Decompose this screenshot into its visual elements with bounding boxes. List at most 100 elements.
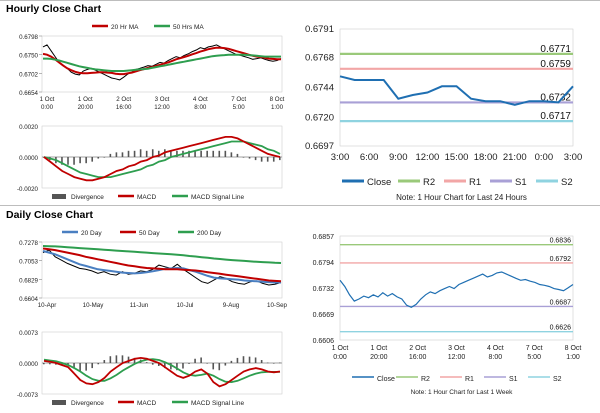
daily-close-xtick-label-3-b: 12:00 xyxy=(448,354,466,361)
hourly-ma-legend-1-label: 50 Hrs MA xyxy=(173,24,204,31)
hourly-divergence-bar xyxy=(151,149,154,157)
hourly-divergence-bar xyxy=(194,150,196,157)
daily-close-ytick-label-0: 0.6857 xyxy=(313,234,335,241)
daily-divergence-bar xyxy=(133,357,136,363)
daily-divergence-bar xyxy=(170,363,172,370)
daily-divergence-bar xyxy=(109,356,112,363)
hourly-divergence-bar xyxy=(230,152,233,157)
hourly-divergence-bar xyxy=(115,152,118,157)
daily-divergence-bar xyxy=(79,363,81,372)
hourly-ma-series-2 xyxy=(43,53,281,72)
daily-ma-legend-0-label: 20 Day xyxy=(81,230,102,237)
daily-divergence-bar xyxy=(145,362,148,363)
hourly-divergence-bar xyxy=(279,157,281,161)
daily-ma-xtick-label-2: 11-Jun xyxy=(130,302,149,309)
hourly-close-chart: 0.6791 0.6768 0.6744 0.6720 0.6697 0.6771 0.67… xyxy=(305,24,582,202)
hourly-close-line xyxy=(339,75,574,106)
daily-close-legend-1-label: R2 xyxy=(421,376,430,383)
daily-close-xtick-label-0-b: 0:00 xyxy=(333,354,347,361)
daily-divergence-bar xyxy=(157,363,160,366)
hourly-ma-xtick-label-3-a: 3 Oct xyxy=(155,96,170,103)
daily-macd-legend-1-label: MACD xyxy=(137,400,156,407)
hourly-close-xtick-label-1: 6:00 xyxy=(360,152,379,163)
hourly-ma-xtick-label-5-b: 5:00 xyxy=(233,104,246,111)
daily-ma-xtick-label-0: 10-Apr xyxy=(38,302,57,309)
hourly-ma-series-1 xyxy=(42,46,281,76)
hourly-ma-legend-0-label: 20 Hr MA xyxy=(111,24,139,31)
hourly-divergence-bar xyxy=(133,150,136,157)
hourly-close-note: Note: 1 Hour Chart for Last 24 Hours xyxy=(396,193,527,202)
hourly-divergence-bar xyxy=(79,157,81,164)
hourly-ma-xtick-label-6-a: 8 Oct xyxy=(270,96,285,103)
daily-divergence-bar xyxy=(127,356,130,363)
daily-divergence-bar xyxy=(230,360,233,363)
hourly-ma-xtick-label-1-b: 20:00 xyxy=(78,104,94,111)
daily-macd-ytick-label-2: -0.0073 xyxy=(17,392,39,399)
daily-close-ytick-label-3: 0.6669 xyxy=(313,312,335,319)
daily-divergence-bar xyxy=(43,363,45,365)
daily-divergence-bar xyxy=(85,363,87,371)
daily-ma-legend-2-label: 200 Day xyxy=(197,230,222,237)
daily-level-label-S2: 0.6626 xyxy=(550,325,572,332)
hourly-divergence-bar xyxy=(61,157,63,165)
hourly-close-xtick-label-5: 18:00 xyxy=(474,152,498,163)
hourly-divergence-bar xyxy=(272,157,275,162)
hourly-macd-ytick-label-0: 0.0020 xyxy=(19,124,38,131)
hourly-close-xtick-label-4: 15:00 xyxy=(445,152,469,163)
daily-close-note: Note: 1 Hour Chart for Last 1 Week xyxy=(411,389,514,396)
daily-divergence-bar xyxy=(279,362,281,364)
daily-macd-legend-2-label: MACD Signal Line xyxy=(191,400,244,407)
daily-divergence-bar xyxy=(97,363,100,365)
hourly-close-xtick-label-0: 3:00 xyxy=(331,152,350,163)
hourly-ma-xtick-label-4-b: 8:00 xyxy=(194,104,207,111)
hourly-ma-xtick-label-1-a: 1 Oct xyxy=(78,96,93,103)
daily-close-xtick-label-6-b: 1:00 xyxy=(566,354,580,361)
hourly-divergence-bar xyxy=(109,153,112,157)
hourly-divergence-bar xyxy=(176,150,178,157)
daily-divergence-bar xyxy=(194,358,196,363)
daily-divergence-bar xyxy=(242,356,245,363)
daily-level-label-R2: 0.6836 xyxy=(550,238,572,245)
hourly-divergence-bar xyxy=(103,157,106,158)
section-divider xyxy=(0,205,600,206)
daily-divergence-bar xyxy=(248,356,251,363)
daily-close-ytick-label-4: 0.6606 xyxy=(313,338,335,345)
daily-close-plot-frame xyxy=(339,235,574,341)
daily-divergence-bar xyxy=(151,363,154,365)
hourly-ma-xtick-label-2-a: 2 Oct xyxy=(116,96,131,103)
hourly-section-title: Hourly Close Chart xyxy=(6,3,102,15)
daily-divergence-bar xyxy=(115,355,118,363)
daily-close-legend-3-label: S1 xyxy=(509,376,518,383)
hourly-divergence-bar xyxy=(248,157,251,159)
daily-divergence-bar xyxy=(49,363,51,365)
daily-ma-ytick-label-1: 0.7053 xyxy=(19,259,38,266)
daily-close-xtick-label-4-b: 8:00 xyxy=(489,354,503,361)
daily-macd-line xyxy=(43,356,281,388)
hourly-level-label-S1: 0.6732 xyxy=(540,92,571,103)
hourly-macd-signal-line xyxy=(43,140,281,178)
daily-ma-legend-1-label: 50 Day xyxy=(139,230,160,237)
daily-close-legend-2-label: R1 xyxy=(465,376,474,383)
hourly-close-legend-2-label: R1 xyxy=(469,177,481,188)
daily-ma-ytick-label-3: 0.6604 xyxy=(19,296,38,303)
daily-ma-ytick-label-2: 0.6829 xyxy=(19,277,38,284)
daily-ma-chart: 20 Day 50 Day 200 Day 0.7278 0.7053 0.6829 0.6… xyxy=(19,230,287,309)
daily-divergence-bar xyxy=(218,363,221,371)
daily-divergence-bar xyxy=(164,363,166,369)
daily-close-chart: 0.6857 0.6794 0.6732 0.6669 0.6606 0.6836 0.67… xyxy=(313,234,582,396)
daily-divergence-bar xyxy=(224,363,227,366)
daily-close-xtick-label-1-a: 1 Oct xyxy=(370,345,387,352)
daily-macd-legend-0-swatch xyxy=(52,400,66,405)
daily-divergence-bar xyxy=(73,363,75,369)
daily-close-xtick-label-2-a: 2 Oct xyxy=(409,345,426,352)
hourly-close-xtick-label-3: 12:00 xyxy=(415,152,439,163)
hourly-level-label-R1: 0.6759 xyxy=(540,59,571,70)
hourly-ma-xtick-label-2-b: 16:00 xyxy=(116,104,132,111)
hourly-ma-plot-frame xyxy=(41,35,283,93)
hourly-macd-legend-0-label: Divergence xyxy=(71,194,104,201)
daily-divergence-bar xyxy=(61,363,63,366)
daily-divergence-bar xyxy=(121,355,124,363)
hourly-ma-xtick-label-6-b: 1:00 xyxy=(271,104,284,111)
daily-divergence-bar xyxy=(67,363,69,366)
daily-divergence-bar xyxy=(236,357,239,363)
